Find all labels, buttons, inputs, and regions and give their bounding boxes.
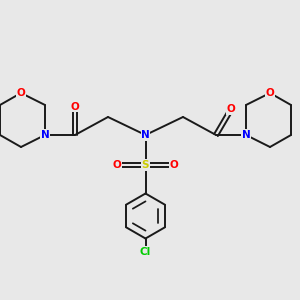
Text: O: O <box>226 104 236 115</box>
Text: S: S <box>142 160 149 170</box>
Text: O: O <box>112 160 122 170</box>
Text: N: N <box>141 130 150 140</box>
Text: O: O <box>16 88 26 98</box>
Text: O: O <box>169 160 178 170</box>
Text: Cl: Cl <box>140 247 151 257</box>
Text: N: N <box>242 130 250 140</box>
Text: N: N <box>40 130 50 140</box>
Text: O: O <box>70 101 80 112</box>
Text: O: O <box>266 88 274 98</box>
